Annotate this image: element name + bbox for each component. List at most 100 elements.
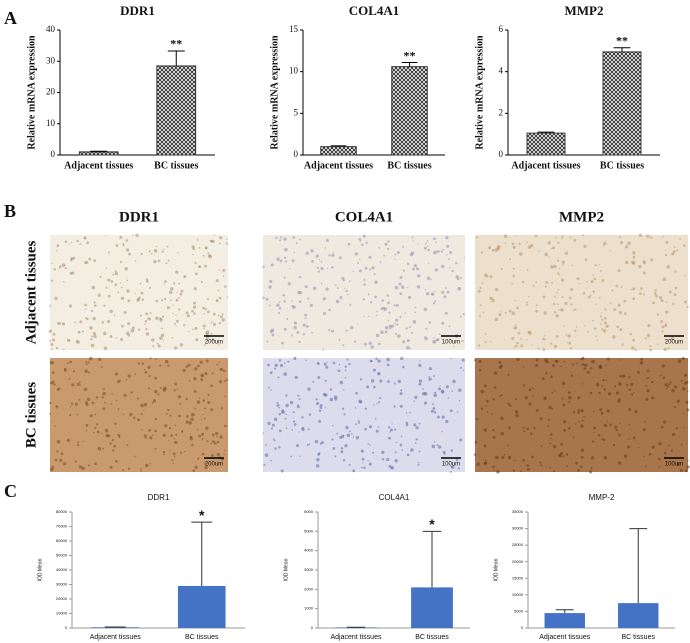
tissue-texture — [560, 442, 563, 446]
tissue-texture — [558, 273, 560, 276]
tissue-texture — [365, 241, 368, 244]
tissue-texture — [686, 408, 690, 412]
tissue-texture — [526, 467, 530, 471]
tissue-texture — [329, 397, 334, 402]
tissue-texture — [618, 433, 621, 437]
tissue-texture — [160, 321, 162, 323]
tissue-texture — [660, 299, 664, 303]
tissue-texture — [407, 286, 409, 289]
tissue-texture — [632, 287, 636, 291]
tissue-texture — [56, 450, 59, 453]
tissue-texture — [59, 265, 62, 268]
tissue-texture — [665, 388, 668, 390]
tissue-texture — [263, 463, 266, 466]
tissue-texture — [514, 299, 517, 302]
tissue-texture — [400, 356, 404, 361]
tissue-texture — [197, 364, 200, 368]
tissue-texture — [70, 259, 73, 262]
tissue-texture — [473, 359, 477, 362]
tissue-texture — [583, 367, 587, 370]
tissue-texture — [93, 259, 97, 262]
tissue-texture — [194, 261, 197, 264]
tissue-texture — [507, 444, 509, 447]
tissue-texture — [618, 382, 622, 386]
tissue-texture — [484, 333, 487, 336]
tissue-texture — [138, 296, 141, 299]
tissue-texture — [278, 359, 282, 362]
tissue-texture — [509, 258, 512, 260]
tissue-texture — [150, 252, 153, 255]
tissue-texture — [512, 245, 516, 249]
tissue-texture — [281, 411, 283, 414]
tissue-texture — [216, 452, 220, 457]
tissue-texture — [215, 431, 219, 436]
tissue-texture — [561, 381, 566, 386]
tissue-texture — [398, 282, 402, 286]
tissue-texture — [107, 319, 111, 323]
tissue-texture — [553, 264, 557, 269]
tissue-texture — [512, 274, 515, 278]
tissue-texture — [91, 401, 95, 405]
tissue-texture — [159, 317, 161, 319]
y-tick-label: 6 — [499, 24, 504, 34]
tissue-texture — [684, 373, 688, 377]
tissue-texture — [69, 360, 72, 364]
tissue-texture — [76, 413, 79, 416]
tissue-texture — [363, 279, 366, 282]
tissue-texture — [561, 296, 564, 298]
y-tick-label: 4000 — [304, 548, 314, 553]
tissue-texture — [148, 250, 151, 253]
tissue-texture — [55, 346, 59, 350]
tissue-texture — [145, 332, 150, 336]
tissue-texture — [299, 238, 302, 241]
bar — [177, 585, 226, 628]
tissue-texture — [270, 389, 272, 391]
tissue-texture — [542, 295, 546, 299]
tissue-texture — [269, 279, 273, 284]
tissue-texture — [129, 412, 133, 417]
tissue-texture — [107, 278, 111, 282]
panel-label: B — [4, 201, 16, 221]
tissue-texture — [453, 345, 455, 348]
tissue-texture — [515, 414, 519, 418]
tissue-texture — [48, 329, 52, 333]
tissue-texture — [285, 260, 288, 263]
tissue-texture — [133, 416, 136, 420]
tissue-texture — [367, 293, 370, 296]
tissue-texture — [151, 338, 155, 342]
tissue-texture — [399, 392, 403, 396]
tissue-texture — [270, 459, 272, 462]
tissue-texture — [340, 447, 344, 450]
tissue-texture — [178, 282, 180, 285]
x-tick-label: Adjacent tissues — [90, 634, 141, 641]
tissue-texture — [359, 258, 361, 261]
tissue-texture — [598, 391, 601, 395]
tissue-texture — [157, 344, 161, 348]
tissue-texture — [480, 389, 485, 394]
tissue-texture — [528, 388, 532, 392]
tissue-texture — [390, 466, 395, 470]
tissue-texture — [223, 395, 226, 397]
tissue-texture — [350, 325, 354, 330]
tissue-texture — [78, 398, 81, 401]
tissue-texture — [596, 382, 600, 387]
tissue-texture — [564, 251, 569, 255]
tissue-texture — [526, 301, 529, 304]
tissue-texture — [433, 441, 436, 443]
tissue-texture — [434, 300, 437, 303]
tissue-texture — [540, 464, 543, 467]
tissue-texture — [203, 417, 206, 420]
tissue-texture — [637, 447, 640, 449]
tissue-texture — [570, 287, 574, 292]
tissue-texture — [164, 424, 168, 428]
tissue-texture — [532, 395, 534, 398]
y-axis-label: IOD Mean — [493, 558, 499, 581]
tissue-texture — [344, 287, 346, 289]
tissue-texture — [51, 380, 55, 384]
tissue-texture — [561, 397, 564, 400]
tissue-texture — [683, 426, 685, 429]
tissue-texture — [551, 247, 553, 250]
y-tick-label: 0 — [521, 625, 524, 630]
tissue-texture — [615, 284, 619, 288]
tissue-texture — [276, 401, 279, 404]
